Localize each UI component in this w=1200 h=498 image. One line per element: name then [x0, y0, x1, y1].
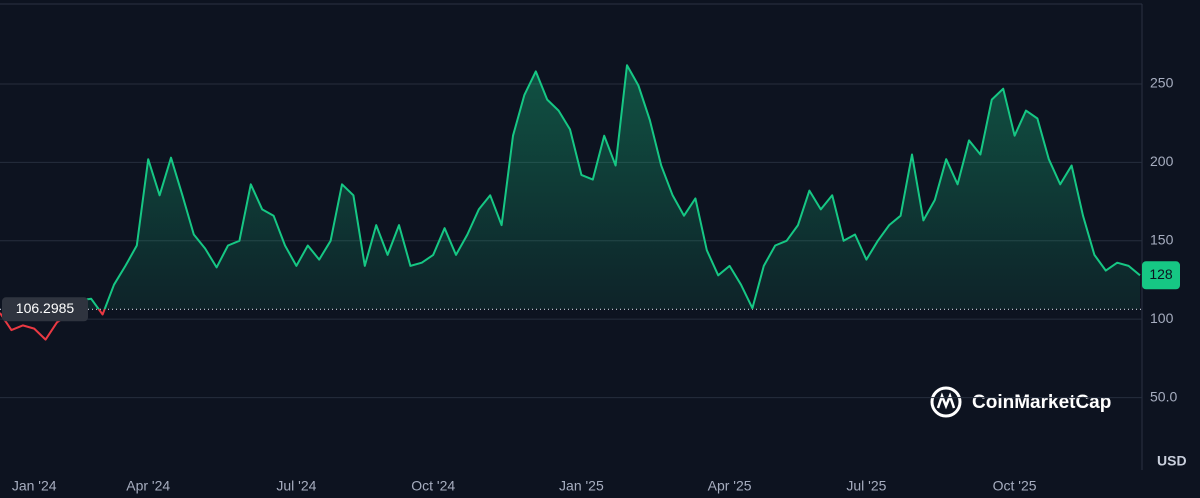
watermark-text: CoinMarketCap [972, 392, 1111, 413]
x-tick-label: Apr '24 [126, 478, 170, 494]
y-tick-label: 200 [1150, 153, 1174, 169]
price-line [71, 64, 1141, 310]
x-tick-label: Oct '25 [993, 478, 1037, 494]
y-tick-label: 50.0 [1150, 388, 1177, 404]
last-price-box [1142, 261, 1180, 290]
area [72, 65, 1140, 310]
x-tick-label: Jan '24 [12, 478, 57, 494]
reference-label: 106.2985 [16, 300, 75, 316]
logo-icon [936, 392, 956, 410]
reference-label-box [2, 297, 88, 322]
last-price-label: 128 [1149, 266, 1173, 282]
y-tick-label: 150 [1150, 231, 1174, 247]
x-tick-label: Jul '24 [276, 478, 316, 494]
y-tick-label: 250 [1150, 75, 1174, 91]
logo-icon [930, 386, 962, 418]
x-tick-label: Oct '24 [411, 478, 455, 494]
x-tick-label: Jul '25 [846, 478, 886, 494]
x-tick-label: Apr '25 [708, 478, 752, 494]
x-tick-label: Jan '25 [559, 478, 604, 494]
y-axis-label: USD [1157, 453, 1187, 469]
y-tick-label: 100 [1150, 310, 1174, 326]
